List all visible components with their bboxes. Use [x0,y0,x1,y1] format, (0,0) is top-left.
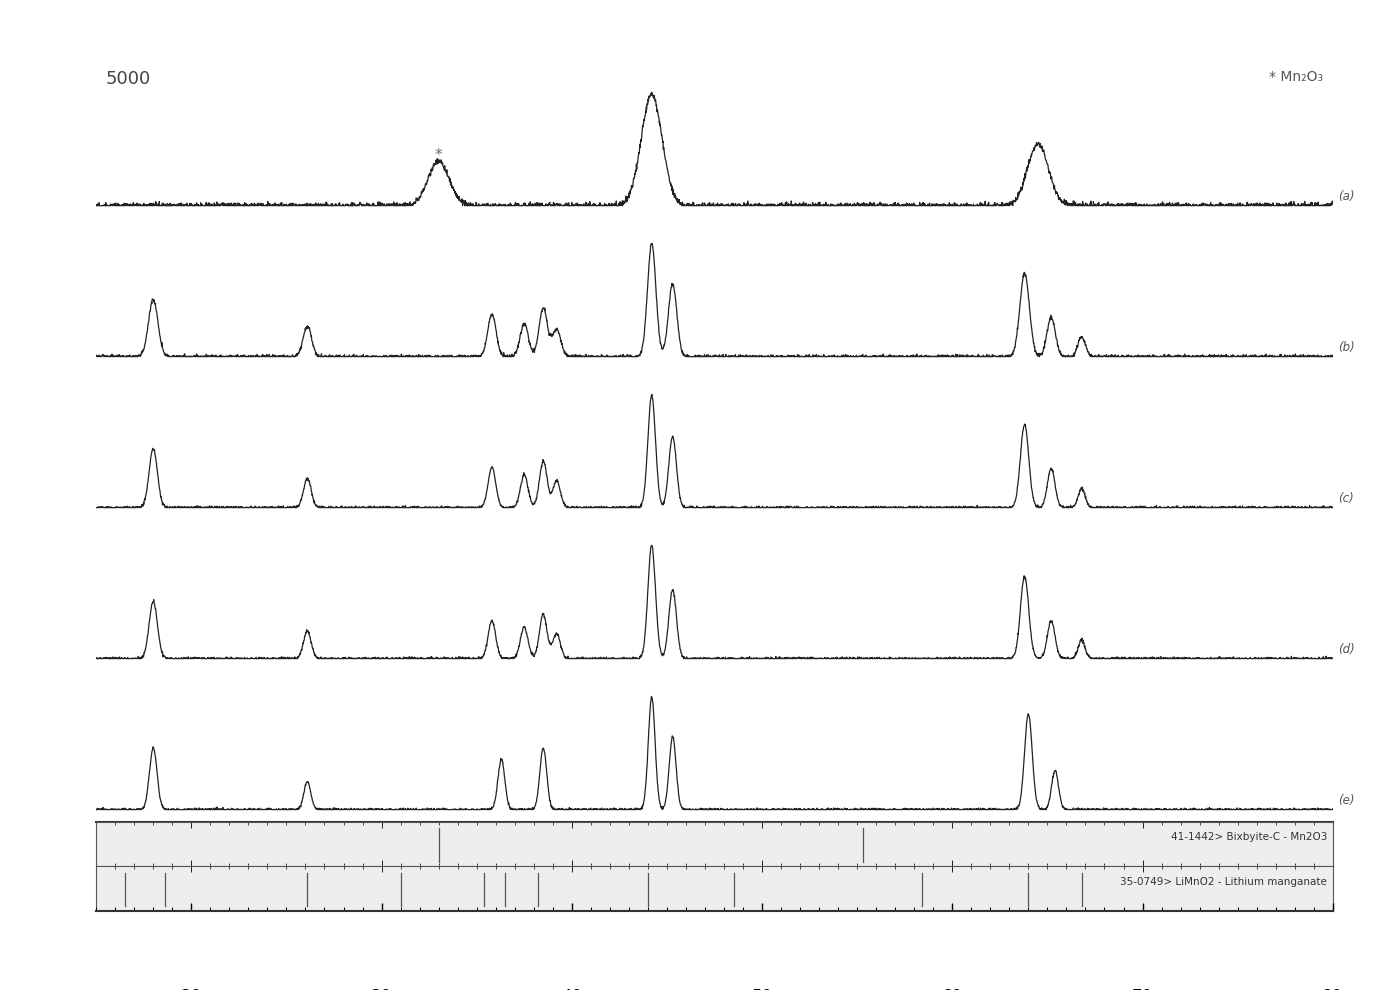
Text: * Mn₂O₃: * Mn₂O₃ [1270,70,1323,84]
Text: (d): (d) [1338,643,1355,655]
Text: 35-0749> LiMnO2 - Lithium manganate: 35-0749> LiMnO2 - Lithium manganate [1120,877,1327,887]
Text: *: * [434,148,442,163]
Text: (b): (b) [1338,341,1355,353]
Text: 5000: 5000 [106,70,151,88]
Text: (e): (e) [1338,794,1355,807]
Text: 41-1442> Bixbyite-C - Mn2O3: 41-1442> Bixbyite-C - Mn2O3 [1171,833,1327,842]
Text: (c): (c) [1338,492,1355,505]
Text: (a): (a) [1338,190,1355,203]
